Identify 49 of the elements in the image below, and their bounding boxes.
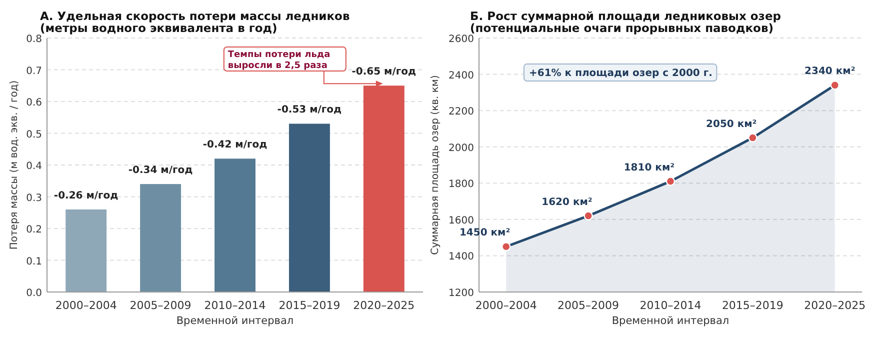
y-tick-label: 0.2	[26, 224, 42, 236]
x-tick-label: 2020–2025	[804, 299, 866, 312]
x-tick-label: 2015–2019	[278, 299, 340, 312]
bar	[140, 184, 182, 292]
bar	[214, 158, 256, 292]
y-tick-label: 1800	[448, 179, 474, 190]
y-tick-label: 0.1	[26, 256, 42, 268]
y-tick-label: 2000	[448, 142, 474, 154]
annotation: -0.65 м/год	[352, 66, 416, 78]
x-tick-label: 2005–2009	[130, 299, 192, 312]
bar	[288, 124, 330, 292]
y-tick-label: 0.4	[26, 161, 42, 172]
y-tick-label: 0.3	[26, 192, 42, 204]
data-label: 1450 км²	[459, 228, 510, 239]
y-tick-label: 2200	[448, 106, 474, 118]
annotation: +61% к площади озер с 2000 г.	[529, 68, 712, 79]
x-axis-title: Временной интервал	[612, 315, 730, 327]
data-label: 1810 км²	[624, 162, 674, 174]
y-tick-label: 0.7	[26, 66, 42, 77]
y-tick-label: 0.6	[26, 98, 42, 108]
y-axis-title: Суммарная площадь озер (кв. км)	[430, 75, 441, 255]
bar	[66, 209, 107, 292]
x-tick-label: 2010–2014	[640, 299, 702, 312]
x-tick-label: 2005–2009	[558, 299, 620, 312]
data-label: 2340 км²	[804, 66, 856, 78]
y-tick-label: 1600	[448, 215, 474, 226]
y-tick-label: 0.8	[26, 34, 42, 45]
annotation: Темпы потери льда выросли в 2,5 раза	[228, 50, 330, 71]
x-tick-label: 2000–2004	[55, 299, 117, 312]
annotation: -0.26 м/год	[54, 190, 118, 202]
chart-title: Б. Рост суммарной площади ледниковых озер (потенциальные очаги прорывных паводков)	[470, 9, 781, 35]
x-tick-label: 2010–2014	[204, 299, 266, 312]
data-label: 1620 км²	[542, 196, 592, 208]
y-tick-label: 2600	[448, 34, 474, 45]
y-tick-label: 0.5	[26, 129, 42, 140]
y-tick-label: 0.0	[26, 288, 42, 299]
annotation: -0.53 м/год	[277, 104, 342, 116]
y-tick-label: 1200	[448, 288, 474, 299]
y-axis-title: Потеря массы (м вод. экв. / год)	[9, 80, 20, 250]
data-label: 2050 км²	[706, 118, 757, 130]
annotation: -0.42 м/год	[202, 140, 268, 151]
x-axis-title: Временной интервал	[176, 315, 294, 327]
x-tick-label: 2015–2019	[722, 299, 784, 312]
annotation: -0.34 м/год	[128, 165, 193, 176]
x-tick-label: 2020–2025	[353, 299, 415, 312]
chart-title: А. Удельная скорость потери массы ледников (метры водного эквивалента в год)	[40, 9, 350, 35]
y-tick-label: 2400	[448, 70, 474, 82]
y-tick-label: 1400	[448, 252, 474, 263]
x-tick-label: 2000–2004	[475, 299, 537, 312]
